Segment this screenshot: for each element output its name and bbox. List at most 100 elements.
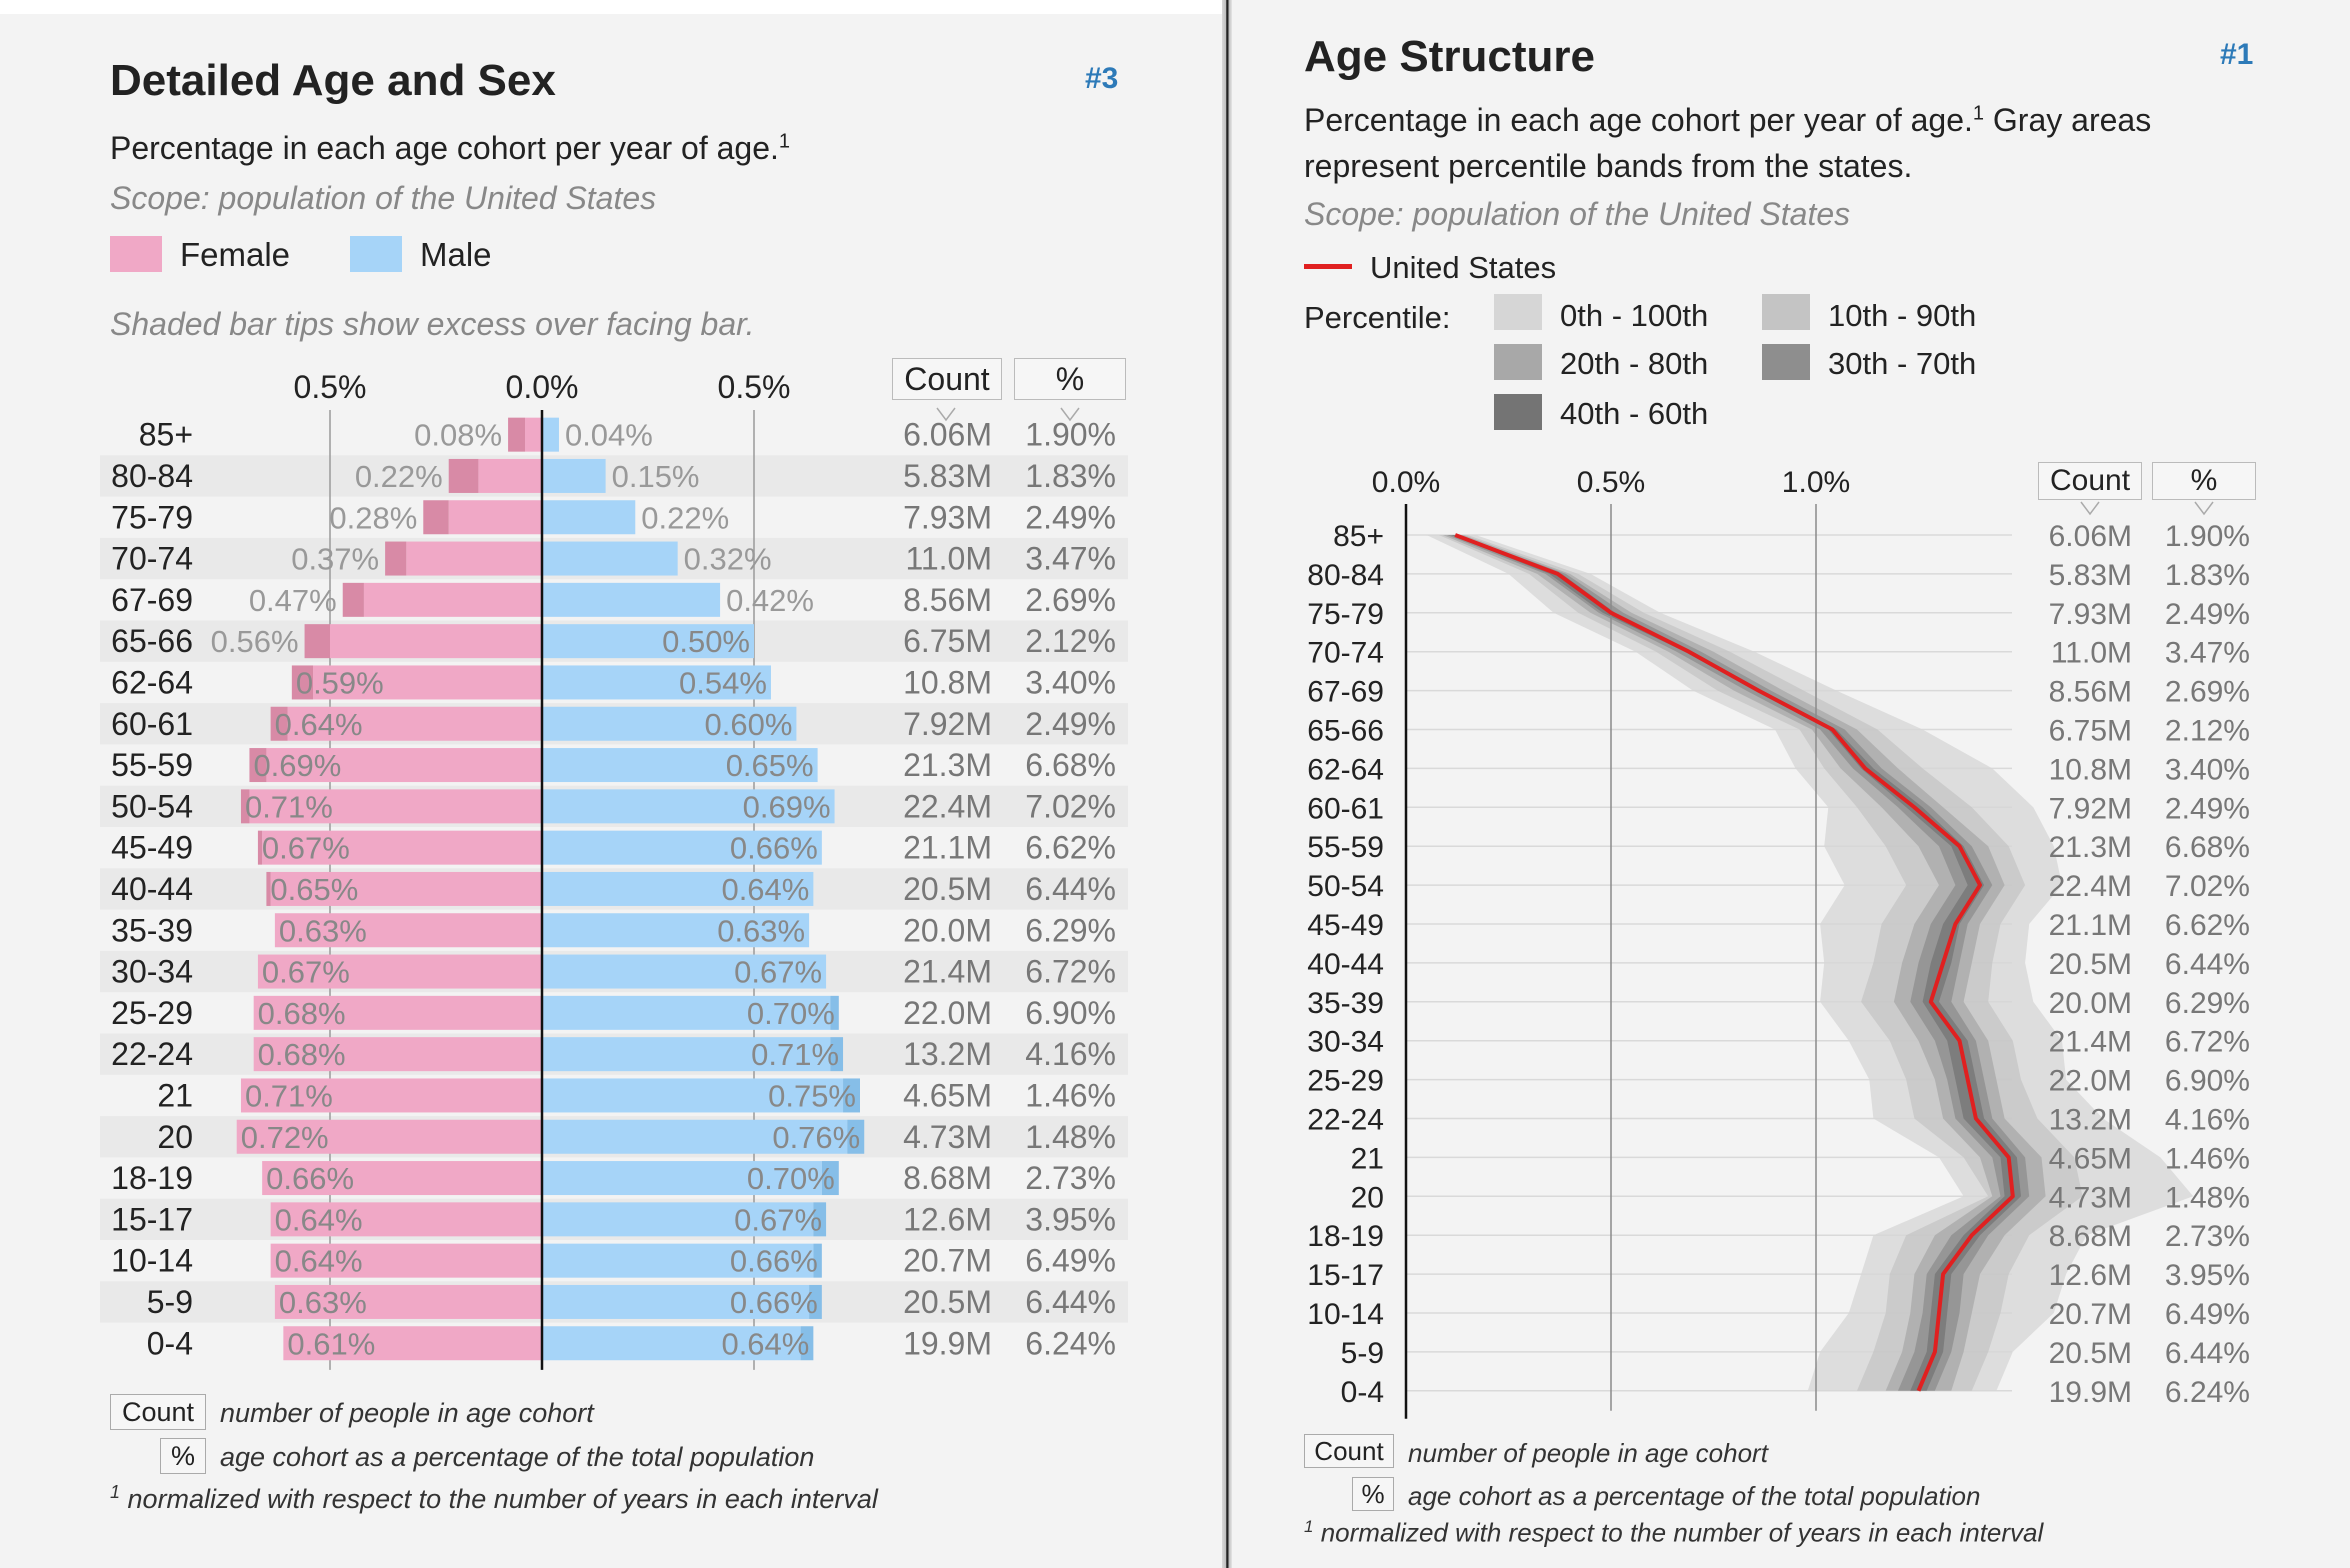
male-bar [542,417,559,452]
age-group-label: 10-14 [111,1243,193,1279]
male-bar [542,830,822,865]
panel-subtitle: Percentage in each age cohort per year o… [1304,102,2151,139]
male-bar [542,789,835,824]
percent-cell: 6.24% [2165,1376,2250,1409]
percent-cell: 6.49% [1025,1243,1116,1279]
count-cell: 8.56M [903,582,992,618]
panel-badge[interactable]: #3 [1085,62,1119,95]
age-group-label: 30-34 [111,954,193,990]
age-group-label: 67-69 [1307,676,1384,709]
age-group-label: 80-84 [111,458,193,494]
female-bar [240,1078,542,1113]
percent-cell: 2.12% [2165,715,2250,748]
female-bar-tip [508,417,526,452]
footnote-normalized-mark: 1 [110,1482,121,1502]
male-value-label: 0.64% [721,872,809,907]
female-bar [270,871,542,906]
age-group-label: 35-39 [1307,987,1384,1020]
count-cell: 7.93M [2049,598,2132,631]
male-bar [542,1243,814,1278]
age-group-label: 65-66 [111,623,193,659]
footnote-count-text: number of people in age cohort [1408,1438,1768,1468]
count-cell: 20.0M [2049,987,2132,1020]
percent-cell: 3.40% [2165,753,2250,786]
percent-cell: 1.48% [2165,1181,2250,1214]
age-group-label: 45-49 [111,830,193,866]
female-value-label: 0.71% [245,789,333,824]
age-structure-panel: Age Structure #1 Percentage in each age … [1232,0,2350,1568]
male-bar [542,954,827,989]
count-cell: 7.92M [903,706,992,742]
count-cell: 6.06M [903,417,992,453]
percent-cell: 4.16% [1025,1036,1116,1072]
count-cell: 20.5M [2049,1337,2132,1370]
female-bar-tip [423,500,449,535]
percent-cell: 2.49% [1025,499,1116,535]
percent-column-header[interactable]: % [2152,462,2256,500]
percent-cell: 2.12% [1025,623,1116,659]
male-bar [542,541,678,576]
male-bar [542,1119,848,1154]
age-group-label: 50-54 [111,788,193,824]
female-bar-tip [342,582,364,617]
female-bar-tip [291,665,314,700]
age-group-label: 55-59 [111,747,193,783]
female-value-label: 0.67% [262,955,350,990]
age-group-label: 75-79 [1307,598,1384,631]
band-30-70-swatch [1762,344,1810,380]
male-value-label: 0.60% [704,707,792,742]
female-value-label: 0.28% [329,500,417,535]
percent-cell: 6.44% [1025,871,1116,907]
panel-scope: Scope: population of the United States [110,180,657,216]
female-bar [270,1202,542,1237]
male-bar-tip [821,1161,839,1196]
age-group-label: 20 [157,1119,193,1155]
male-bar [542,706,797,741]
subtitle-footnote-mark: 1 [778,130,791,153]
female-bar [525,417,542,452]
age-group-label: 40-44 [1307,948,1384,981]
legend-female: Female [180,236,291,273]
male-value-label: 0.66% [730,1285,818,1320]
sort-caret [2080,501,2100,516]
male-value-label: 0.70% [747,996,835,1031]
age-group-label: 10-14 [1307,1298,1384,1331]
male-bar [542,995,831,1030]
subtitle-text: Percentage in each age cohort per year o… [1304,102,1973,138]
age-group-label: 22-24 [1307,1104,1384,1137]
percent-column-header[interactable]: % [1014,358,1126,400]
panel-badge[interactable]: #1 [2220,38,2254,71]
male-value-label: 0.69% [743,789,831,824]
count-column-header[interactable]: Count [2038,462,2142,500]
footnote-count-key: Count [1304,1434,1394,1468]
panel-subtitle: Percentage in each age cohort per year o… [110,130,790,167]
age-group-label: 70-74 [1307,637,1384,670]
count-cell: 4.65M [903,1077,992,1113]
age-group-label: 55-59 [1307,831,1384,864]
count-cell: 5.83M [2049,559,2132,592]
united-states-line [1454,533,2015,1392]
female-bar [363,582,542,617]
percent-cell: 6.90% [2165,1065,2250,1098]
percent-cell: 6.24% [1025,1325,1116,1361]
footnote-percent-key: % [160,1438,206,1474]
female-value-label: 0.66% [266,1161,354,1196]
male-bar [542,665,771,700]
age-group-label: 0-4 [147,1325,193,1361]
band-20-80-label: 20th - 80th [1560,346,1709,381]
percent-cell: 6.49% [2165,1298,2250,1331]
band-30-70-label: 30th - 70th [1828,346,1977,381]
age-group-label: 60-61 [1307,792,1384,825]
age-group-label: 5-9 [147,1284,193,1320]
female-bar [313,665,542,700]
count-cell: 6.75M [903,623,992,659]
percent-cell: 2.49% [2165,792,2250,825]
count-column-header[interactable]: Count [892,358,1002,400]
female-value-label: 0.64% [275,1202,363,1237]
count-cell: 13.2M [903,1036,992,1072]
count-cell: 20.5M [2049,948,2132,981]
female-value-label: 0.22% [355,459,443,494]
female-bar [406,541,542,576]
male-value-label: 0.76% [772,1120,860,1155]
count-cell: 7.92M [2049,792,2132,825]
